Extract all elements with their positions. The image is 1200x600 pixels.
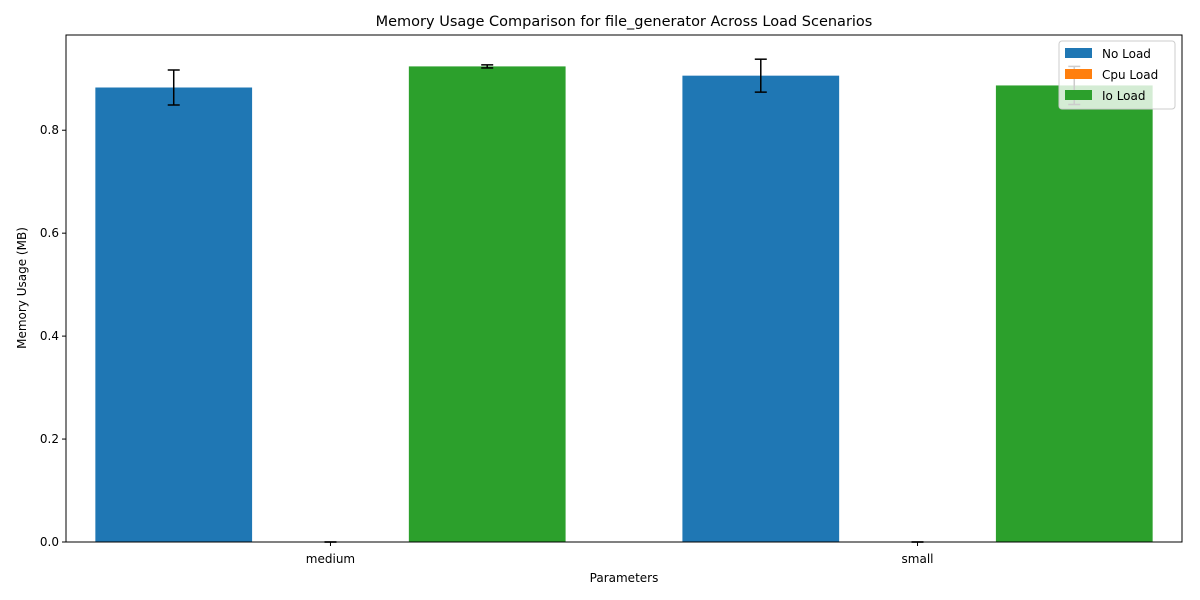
legend: No Load Cpu Load Io Load [1058,40,1176,110]
y-axis: 0.0 0.2 0.4 0.6 0.8 [40,123,66,549]
bar-no-load-small [682,75,840,543]
legend-label: Cpu Load [1102,68,1158,82]
y-tick-label: 0.4 [40,329,59,343]
error-bar-no-load-medium [167,69,180,106]
chart-title: Memory Usage Comparison for file_generat… [376,14,873,30]
x-axis: medium small [306,542,934,566]
x-tick-label: medium [306,552,355,566]
bars-layer [95,66,1153,543]
error-bars-layer [167,58,1081,543]
legend-item-io-load: Io Load [1065,89,1145,103]
y-tick-label: 0.8 [40,123,59,137]
error-bar-no-load-small [754,58,767,93]
legend-swatch [1065,69,1092,79]
legend-label: No Load [1102,47,1151,61]
x-tick-label: small [902,552,934,566]
bar-io-load-medium [408,66,566,542]
error-bar-io-load-medium [481,64,494,69]
x-axis-title: Parameters [590,571,659,585]
bar-no-load-medium [95,87,253,542]
legend-label: Io Load [1102,89,1145,103]
y-axis-title: Memory Usage (MB) [15,227,29,349]
y-tick-label: 0.6 [40,226,59,240]
y-tick-label: 0.0 [40,535,59,549]
legend-item-no-load: No Load [1065,47,1151,61]
legend-swatch [1065,90,1092,100]
legend-swatch [1065,48,1092,58]
legend-item-cpu-load: Cpu Load [1065,68,1158,82]
y-tick-label: 0.2 [40,432,59,446]
plot-area-frame [65,34,1183,543]
bar-io-load-small [995,85,1153,543]
